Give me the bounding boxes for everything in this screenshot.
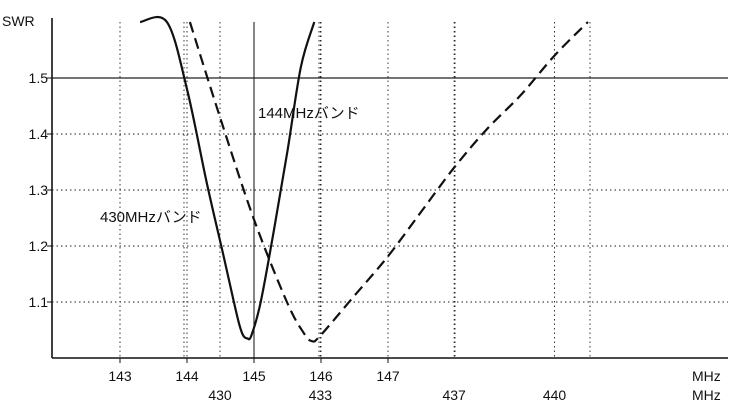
x-tick-label-430: 437 bbox=[442, 387, 466, 403]
grid bbox=[52, 22, 728, 358]
y-tick-label: 1.4 bbox=[29, 126, 49, 142]
series-line-430 bbox=[188, 21, 589, 343]
label-layer: SWR 144MHzバンド 430MHzバンド MHz MHz bbox=[2, 13, 721, 403]
x-tick-label-430: 430 bbox=[208, 387, 232, 403]
x-axis-unit-430: MHz bbox=[692, 387, 721, 403]
x-tick-label-144: 147 bbox=[376, 368, 400, 384]
y-axis-label: SWR bbox=[2, 13, 35, 29]
y-tick-label: 1.1 bbox=[29, 294, 49, 310]
x-axis-unit-144: MHz bbox=[692, 368, 721, 384]
x-tick-label-430: 440 bbox=[543, 387, 567, 403]
x-tick-label-144: 144 bbox=[175, 368, 199, 384]
x-tick-label-144: 145 bbox=[242, 368, 266, 384]
y-tick-label: 1.5 bbox=[29, 70, 49, 86]
series-layer bbox=[139, 15, 589, 343]
y-tick-label: 1.2 bbox=[29, 238, 49, 254]
annotation-430-band: 430MHzバンド bbox=[100, 209, 202, 226]
annotation-144-band: 144MHzバンド bbox=[258, 105, 360, 122]
series-line-144 bbox=[139, 15, 316, 341]
plot-frame bbox=[47, 18, 728, 363]
x-tick-label-144: 146 bbox=[309, 368, 333, 384]
y-tick-label: 1.3 bbox=[29, 182, 49, 198]
x-tick-label-144: 143 bbox=[108, 368, 132, 384]
tick-layer: 1.1 1.2 1.3 1.4 1.5 143 144 145 146 147 430 433 437 4… bbox=[29, 70, 567, 403]
x-tick-label-430: 433 bbox=[309, 387, 333, 403]
